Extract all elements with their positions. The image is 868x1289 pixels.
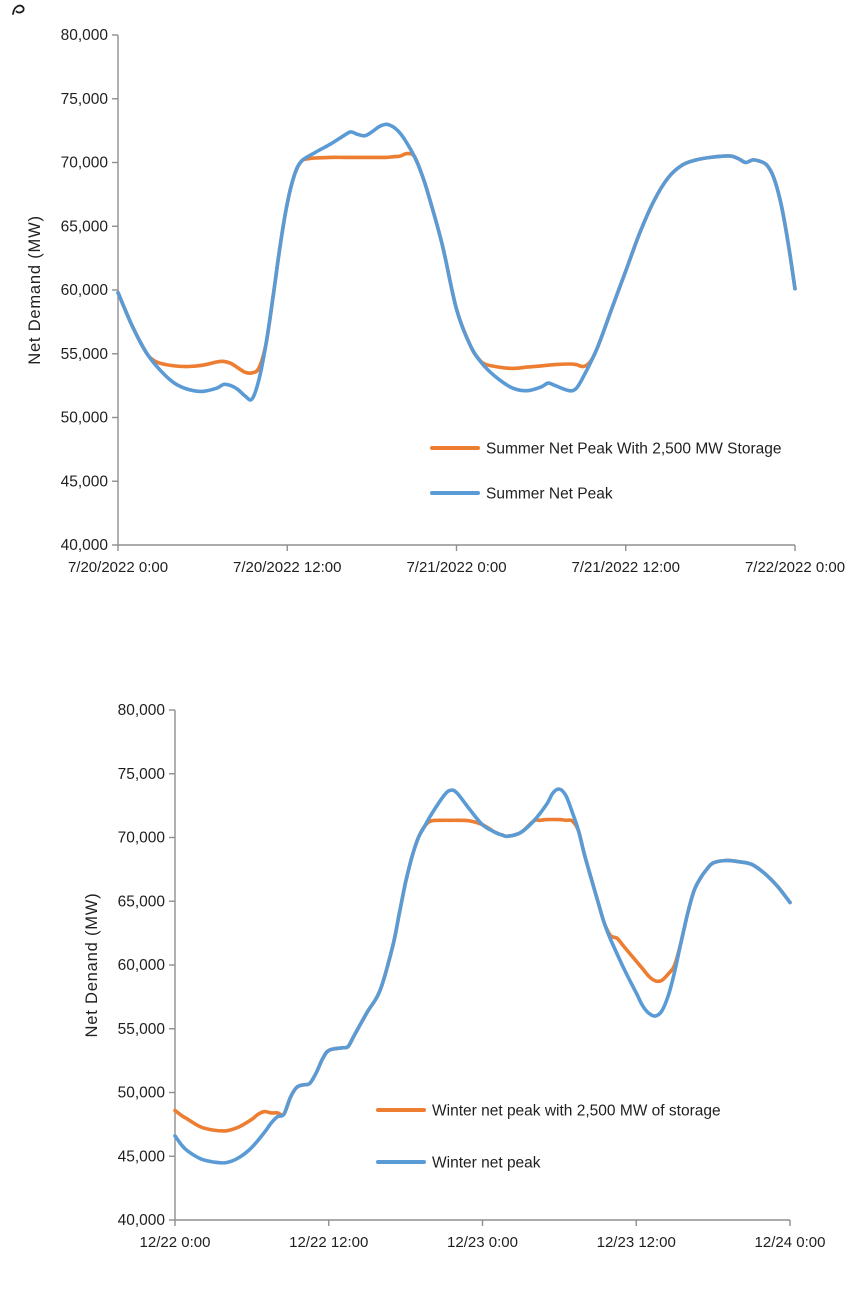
- y-axis-title: Net Demand (MW): [26, 215, 44, 365]
- summer-chart: 40,000 45,000 50,000 55,000 60,000 65,000 70,0…: [12, 4, 845, 576]
- x-tick-label: 7/21/2022 12:00: [572, 559, 680, 576]
- stray-ink-mark: [12, 4, 25, 15]
- y-axis-title: Net Denand (MW): [83, 893, 101, 1038]
- y-tick-label: 55,000: [118, 1021, 166, 1038]
- y-tick-label: 50,000: [118, 1085, 166, 1102]
- y-tick-label: 65,000: [118, 893, 166, 910]
- x-tick-label: 7/22/2022 0:00: [745, 559, 845, 576]
- x-tick-label: 7/20/2022 12:00: [233, 559, 341, 576]
- y-tick-label: 80,000: [118, 702, 166, 719]
- y-tick-label: 80,000: [61, 27, 109, 44]
- y-tick-label: 45,000: [118, 1148, 166, 1165]
- y-tick-label: 40,000: [61, 537, 109, 554]
- series-line-summer-net-peak: [116, 122, 797, 402]
- y-tick-label: 40,000: [118, 1212, 166, 1229]
- winter-chart: 40,000 45,000 50,000 55,000 60,000 65,000 70,0…: [83, 702, 826, 1251]
- x-tick-label: 12/22 12:00: [289, 1234, 368, 1251]
- y-tick-label: 55,000: [61, 346, 109, 363]
- y-tick-label: 45,000: [61, 473, 109, 490]
- y-tick-label: 70,000: [61, 155, 109, 172]
- x-tick-label: 12/23 12:00: [597, 1234, 676, 1251]
- y-tick-label: 60,000: [118, 957, 166, 974]
- y-tick-label: 60,000: [61, 282, 109, 299]
- x-tick-label: 12/23 0:00: [447, 1234, 518, 1251]
- y-tick-label: 65,000: [61, 218, 109, 235]
- series-line-winter-net-peak-with-2-500-mw-of-storage: [173, 817, 792, 1133]
- legend-label-winter-net-peak: Winter net peak: [432, 1155, 541, 1172]
- y-tick-label: 70,000: [118, 830, 166, 847]
- legend-label-summer-net-peak: Summer Net Peak: [486, 486, 613, 503]
- x-tick-label: 7/20/2022 0:00: [68, 559, 168, 576]
- y-tick-label: 75,000: [118, 766, 166, 783]
- legend-label-winter-net-peak-with-2-500-mw-of-storage: Winter net peak with 2,500 MW of storage: [432, 1103, 721, 1120]
- legend-label-summer-net-peak-with-2-500-mw-storage: Summer Net Peak With 2,500 MW Storage: [486, 441, 781, 458]
- x-tick-label: 12/24 0:00: [755, 1234, 826, 1251]
- y-tick-label: 50,000: [61, 410, 109, 427]
- y-tick-label: 75,000: [61, 91, 109, 108]
- series-line-winter-net-peak: [173, 787, 792, 1165]
- x-tick-label: 12/22 0:00: [140, 1234, 211, 1251]
- series-line-summer-net-peak-with-2-500-mw-storage: [116, 151, 797, 376]
- x-tick-label: 7/21/2022 0:00: [406, 559, 506, 576]
